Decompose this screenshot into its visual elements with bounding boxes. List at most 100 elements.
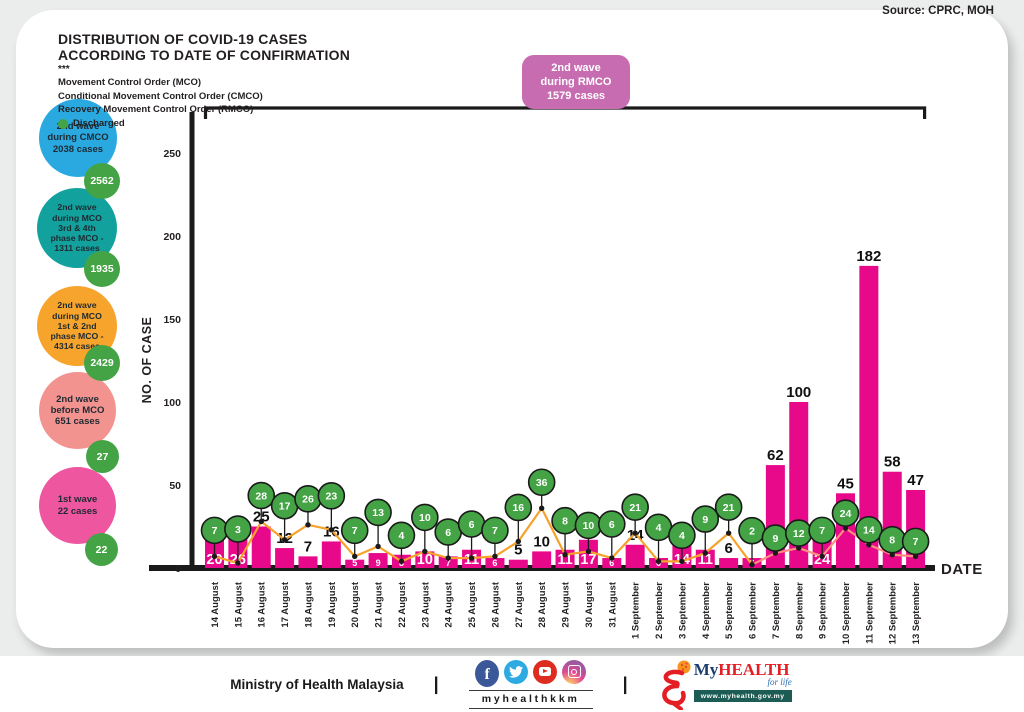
discharged-label: Discharged [73,118,125,130]
discharged-point-16 [585,548,592,555]
bar-label-10: 7 [446,558,451,568]
discharged-point-9 [422,548,428,555]
discharged-value-21: 9 [702,514,708,526]
bar-label-0: 20 [206,552,222,568]
legend-mco: Movement Control Order (MCO) [58,77,202,89]
discharged-value-27: 24 [840,508,852,520]
discharged-point-19 [655,558,662,565]
date-label-22: 5 September [724,582,735,639]
wave-discharged-badge-2: 1935 [84,251,120,287]
discharged-value-26: 7 [819,525,825,537]
wave-bubble-2: 2nd wave during MCO 3rd & 4th phase MCO … [37,188,117,268]
legend-definitions: Movement Control Order (MCO) Conditional… [58,76,350,116]
discharged-value-10: 6 [445,527,451,539]
discharged-circle-26-august [481,516,509,545]
discharged-value-23: 2 [749,525,755,537]
discharged-line-left [214,507,753,566]
rmco-badge-line-3: 1579 cases [546,90,606,103]
discharged-point-10 [445,555,451,561]
discharged-circle-3-september [668,521,696,550]
discharged-value-28: 14 [863,525,875,537]
y-axis-label: NO. OF CASE [140,317,154,404]
discharged-value-29: 8 [889,535,895,547]
discharged-value-1: 3 [235,524,241,536]
discharged-dot-icon [58,118,68,129]
y-tick-50: 50 [169,480,181,492]
date-label-9: 23 August [420,581,431,627]
bar-24-august [438,556,458,568]
discharged-value-14: 36 [536,477,548,489]
discharged-value-3: 17 [279,501,291,513]
bar-19-august [321,541,341,568]
discharged-point-4 [305,522,311,528]
discharged-value-2: 28 [255,490,267,502]
discharged-point-17 [609,555,615,561]
myhealth-url: www.myhealth.gov.my [693,690,792,702]
y-tick-150: 150 [163,314,181,326]
date-label-21: 4 September [701,582,712,639]
bar-23-august [415,551,435,568]
discharged-line-right [751,527,916,566]
myhealth-figure-icon [661,660,691,710]
date-label-3: 17 August [280,581,291,627]
discharged-point-21 [702,550,708,556]
bar-31-august [602,558,622,568]
discharged-circle-10-september [831,499,860,527]
instagram-icon [562,659,587,684]
discharged-point-3 [281,537,288,543]
footer-separator-2: | [622,673,628,694]
discharged-circle-9-september [808,516,836,545]
discharged-point-23 [749,561,755,568]
date-label-16: 30 August [584,581,595,627]
bar-label-27: 45 [837,475,854,492]
date-label-24: 7 September [771,582,782,639]
discharged-circle-27-august [504,493,533,522]
date-label-5: 19 August [327,581,338,627]
title-line-1: DISTRIBUTION OF COVID-19 CASES [58,31,308,47]
legend-cmco: Conditional Movement Control Order (CMCO… [58,90,263,102]
discharged-circle-22-august [387,521,416,550]
date-label-15: 29 August [561,581,572,627]
bar-11-september [859,265,879,568]
date-label-29: 12 September [888,582,899,645]
discharged-point-20 [679,558,685,565]
discharged-circle-5-september [714,493,743,521]
discharged-value-8: 4 [399,530,405,542]
date-label-1: 15 August [233,581,244,627]
social-handle: myhealthkkm [468,689,593,709]
discharged-circle-23-august [411,503,439,532]
discharged-value-22: 21 [723,502,735,514]
date-label-4: 18 August [303,581,314,627]
rmco-badge: 2nd wave during RMCO 1579 cases [522,55,630,109]
date-label-20: 3 September [677,582,688,639]
discharged-circle-15-august [224,515,252,543]
date-label-2: 16 August [257,581,268,627]
bar-16-august [251,526,271,568]
rmco-badge-line-2: during RMCO [540,75,612,88]
date-label-17: 31 August [607,581,618,627]
date-label-25: 8 September [794,582,805,639]
discharged-circle-4-september [691,505,720,533]
date-label-19: 2 September [654,582,665,639]
date-label-0: 14 August [210,581,221,627]
discharged-value-0: 7 [212,525,218,537]
twitter-icon [504,659,529,684]
y-tick-100: 100 [163,397,181,409]
bar-label-12: 6 [492,558,497,568]
discharged-point-0 [211,553,218,560]
wave-bubble-5: 1st wave 22 cases [39,467,116,544]
facebook-icon: f [475,659,500,687]
discharged-circle-19-august [317,482,346,510]
bar-label-6: 5 [352,558,357,568]
social-icons: f [469,659,593,687]
discharged-point-7 [375,543,381,550]
discharged-value-24: 9 [772,533,778,545]
discharged-value-13: 16 [512,502,524,514]
x-axis-label: DATE [941,561,983,578]
discharged-value-12: 7 [492,525,498,537]
date-label-26: 9 September [818,582,829,639]
discharged-point-15 [562,552,568,558]
discharged-point-8 [398,558,405,565]
discharged-value-25: 12 [793,528,805,540]
date-label-28: 11 September [864,582,875,644]
